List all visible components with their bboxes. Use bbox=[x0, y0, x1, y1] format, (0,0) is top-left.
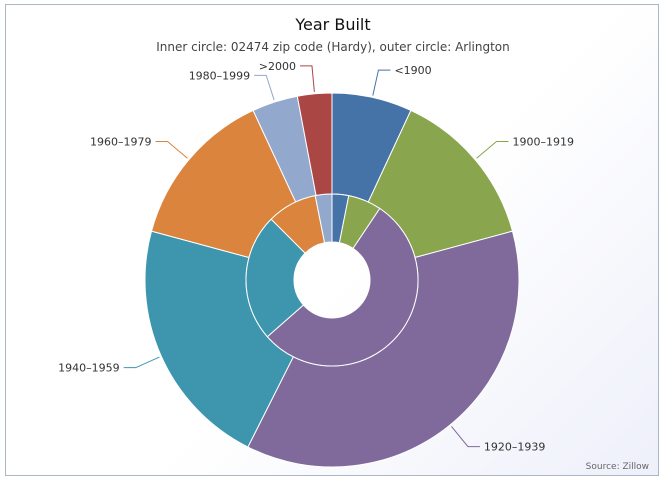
connector-1960-1979 bbox=[155, 141, 188, 159]
label-1980-1999: 1980–1999 bbox=[189, 69, 251, 82]
connector-1980-1999 bbox=[254, 74, 275, 101]
inner-slice-1940-1959[interactable] bbox=[245, 218, 306, 338]
chart-source: Source: Zillow bbox=[585, 462, 649, 472]
chart-title: Year Built bbox=[295, 15, 371, 34]
inner-slice-1920-1939[interactable] bbox=[266, 207, 419, 367]
outer-ring bbox=[144, 92, 520, 468]
label-before-1900: <1900 bbox=[394, 64, 431, 77]
outer-labels: <1900 1900–1919 1920–1939 1940–1959 1960–197… bbox=[58, 60, 574, 454]
inner-ring bbox=[245, 193, 419, 367]
label-1940-1959: 1940–1959 bbox=[58, 362, 120, 375]
connector-1900-1919 bbox=[476, 141, 509, 159]
connector-1940-1959 bbox=[123, 356, 160, 369]
connector-1920-1939 bbox=[451, 426, 480, 448]
connector-before-1900 bbox=[372, 69, 391, 96]
label-after-2000: >2000 bbox=[259, 60, 296, 73]
label-1960-1979: 1960–1979 bbox=[90, 136, 152, 149]
chart-subtitle: Inner circle: 02474 zip code (Hardy), ou… bbox=[156, 40, 510, 54]
inner-slice-1980-1999[interactable] bbox=[314, 193, 333, 244]
connector-after-2000 bbox=[299, 65, 315, 92]
label-1920-1939: 1920–1939 bbox=[484, 441, 545, 454]
label-1900-1919: 1900–1919 bbox=[512, 136, 574, 149]
